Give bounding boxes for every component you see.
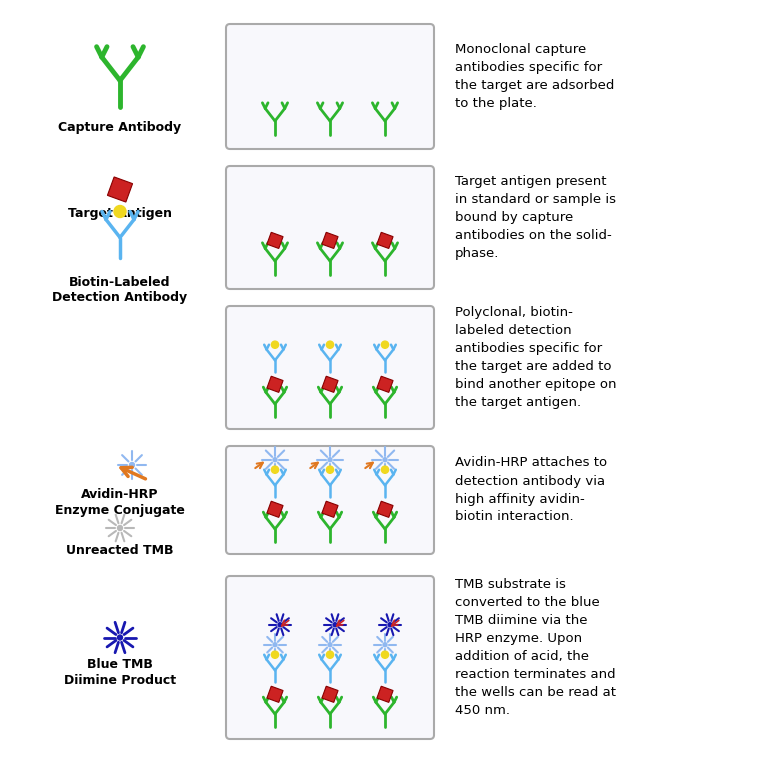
Circle shape (383, 458, 387, 461)
Bar (377, 232, 393, 248)
Bar (267, 686, 283, 702)
Circle shape (273, 458, 277, 461)
Text: Capture Antibody: Capture Antibody (58, 121, 182, 134)
Circle shape (271, 341, 279, 348)
Circle shape (328, 643, 332, 646)
Text: Avidin-HRP attaches to
detection antibody via
high affinity avidin-
biotin inter: Avidin-HRP attaches to detection antibod… (455, 457, 607, 523)
Bar (108, 177, 133, 202)
Circle shape (278, 623, 282, 626)
Text: Biotin-Labeled
Detection Antibody: Biotin-Labeled Detection Antibody (53, 276, 188, 305)
FancyBboxPatch shape (226, 166, 434, 289)
Bar (267, 232, 283, 248)
Text: TMB substrate is
converted to the blue
TMB diimine via the
HRP enzyme. Upon
addi: TMB substrate is converted to the blue T… (455, 578, 616, 717)
Circle shape (328, 458, 332, 461)
Circle shape (326, 341, 334, 348)
Circle shape (381, 651, 389, 659)
FancyBboxPatch shape (226, 24, 434, 149)
Circle shape (271, 651, 279, 659)
Circle shape (118, 526, 122, 530)
Circle shape (333, 623, 337, 626)
Text: Target Antigen: Target Antigen (68, 208, 172, 221)
Bar (322, 501, 338, 517)
Text: Monoclonal capture
antibodies specific for
the target are adsorbed
to the plate.: Monoclonal capture antibodies specific f… (455, 43, 614, 110)
Text: Target antigen present
in standard or sample is
bound by capture
antibodies on t: Target antigen present in standard or sa… (455, 175, 616, 260)
Bar (322, 686, 338, 702)
FancyBboxPatch shape (226, 576, 434, 739)
Circle shape (381, 466, 389, 474)
Circle shape (381, 341, 389, 348)
Circle shape (388, 623, 392, 626)
Bar (322, 232, 338, 248)
Circle shape (326, 651, 334, 659)
Circle shape (130, 462, 134, 468)
Text: Unreacted TMB: Unreacted TMB (66, 544, 173, 557)
Bar (377, 686, 393, 702)
Text: Avidin-HRP
Enzyme Conjugate: Avidin-HRP Enzyme Conjugate (55, 488, 185, 517)
Circle shape (114, 206, 126, 218)
Text: Polyclonal, biotin-
labeled detection
antibodies specific for
the target are add: Polyclonal, biotin- labeled detection an… (455, 306, 617, 409)
Bar (267, 376, 283, 393)
FancyBboxPatch shape (226, 306, 434, 429)
Circle shape (383, 643, 387, 646)
Bar (377, 501, 393, 517)
Bar (267, 501, 283, 517)
Circle shape (118, 635, 122, 640)
Circle shape (326, 466, 334, 474)
Circle shape (273, 643, 277, 646)
Circle shape (271, 466, 279, 474)
Bar (322, 376, 338, 393)
Text: Blue TMB
Diimine Product: Blue TMB Diimine Product (64, 658, 176, 687)
Bar (377, 376, 393, 393)
FancyBboxPatch shape (226, 446, 434, 554)
